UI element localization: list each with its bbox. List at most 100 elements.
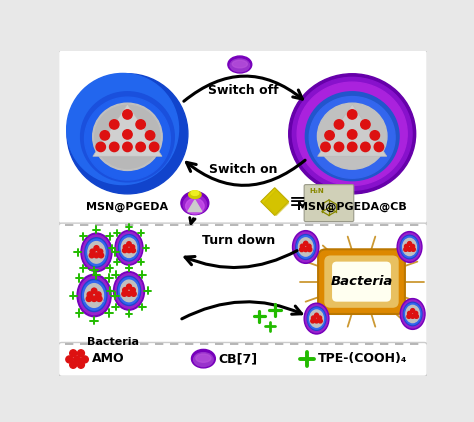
Ellipse shape: [403, 238, 416, 256]
Circle shape: [136, 142, 146, 151]
Text: ≡: ≡: [289, 192, 307, 211]
Circle shape: [89, 253, 94, 258]
Ellipse shape: [67, 73, 179, 184]
FancyBboxPatch shape: [318, 249, 405, 314]
Circle shape: [91, 296, 97, 301]
Circle shape: [70, 350, 77, 357]
Ellipse shape: [289, 74, 416, 194]
Circle shape: [91, 288, 97, 294]
Circle shape: [307, 244, 311, 249]
Ellipse shape: [186, 198, 204, 214]
Circle shape: [319, 319, 322, 323]
Ellipse shape: [292, 77, 412, 190]
Circle shape: [311, 316, 316, 320]
Circle shape: [361, 142, 370, 151]
Circle shape: [127, 248, 131, 253]
Ellipse shape: [189, 191, 201, 198]
Circle shape: [408, 242, 411, 246]
Ellipse shape: [399, 233, 420, 261]
Ellipse shape: [81, 92, 174, 182]
Text: AMO: AMO: [92, 352, 124, 365]
Ellipse shape: [228, 56, 252, 73]
Circle shape: [70, 361, 77, 368]
Circle shape: [123, 287, 128, 292]
FancyBboxPatch shape: [58, 223, 428, 346]
Circle shape: [100, 131, 109, 140]
Ellipse shape: [183, 195, 207, 214]
Circle shape: [325, 131, 334, 140]
Ellipse shape: [294, 232, 318, 262]
Ellipse shape: [118, 235, 139, 261]
Circle shape: [315, 319, 319, 323]
Ellipse shape: [306, 305, 328, 333]
Ellipse shape: [310, 310, 323, 327]
Circle shape: [410, 308, 415, 313]
Text: CB[7]: CB[7]: [218, 352, 257, 365]
Text: Switch on: Switch on: [210, 163, 278, 176]
FancyBboxPatch shape: [304, 184, 354, 222]
Ellipse shape: [403, 302, 422, 326]
Circle shape: [410, 314, 415, 318]
Circle shape: [127, 284, 131, 289]
Circle shape: [123, 110, 132, 119]
Circle shape: [315, 313, 319, 317]
Circle shape: [109, 120, 119, 129]
Ellipse shape: [406, 306, 419, 322]
Ellipse shape: [82, 235, 110, 270]
Circle shape: [94, 246, 99, 251]
Ellipse shape: [118, 278, 139, 304]
Circle shape: [94, 253, 99, 258]
Ellipse shape: [85, 238, 108, 267]
Ellipse shape: [308, 308, 325, 329]
FancyBboxPatch shape: [58, 50, 428, 224]
Polygon shape: [188, 200, 202, 211]
Ellipse shape: [121, 238, 137, 257]
Ellipse shape: [196, 354, 211, 362]
Ellipse shape: [93, 103, 162, 170]
Polygon shape: [403, 241, 416, 252]
Circle shape: [131, 291, 136, 296]
Circle shape: [149, 142, 159, 151]
Circle shape: [123, 248, 127, 253]
Circle shape: [130, 287, 135, 292]
Ellipse shape: [232, 60, 247, 68]
Circle shape: [410, 244, 415, 248]
Ellipse shape: [309, 97, 395, 178]
Ellipse shape: [292, 231, 319, 263]
Circle shape: [408, 247, 411, 252]
Circle shape: [374, 142, 383, 151]
Circle shape: [408, 311, 411, 315]
Circle shape: [308, 247, 312, 252]
Ellipse shape: [401, 236, 418, 257]
Circle shape: [131, 248, 136, 253]
Circle shape: [361, 120, 370, 129]
Ellipse shape: [297, 82, 407, 185]
Ellipse shape: [296, 235, 316, 260]
Circle shape: [130, 245, 135, 249]
Circle shape: [303, 247, 308, 252]
Circle shape: [123, 130, 132, 139]
Ellipse shape: [85, 284, 103, 307]
Circle shape: [301, 244, 305, 249]
Circle shape: [73, 356, 81, 363]
Ellipse shape: [95, 105, 160, 168]
Polygon shape: [120, 283, 137, 296]
Ellipse shape: [77, 274, 111, 316]
Ellipse shape: [67, 74, 188, 194]
Ellipse shape: [115, 230, 143, 265]
Circle shape: [82, 356, 88, 363]
Circle shape: [96, 142, 105, 151]
Ellipse shape: [117, 232, 141, 263]
Ellipse shape: [401, 300, 424, 328]
Text: Switch off: Switch off: [209, 84, 279, 97]
Ellipse shape: [115, 273, 143, 308]
Ellipse shape: [305, 92, 399, 181]
Circle shape: [66, 356, 73, 363]
Ellipse shape: [297, 236, 315, 258]
Text: MSN@PGEDA@CB: MSN@PGEDA@CB: [297, 202, 407, 212]
Circle shape: [87, 292, 92, 297]
Ellipse shape: [119, 236, 138, 260]
Ellipse shape: [307, 307, 326, 330]
Ellipse shape: [118, 276, 141, 306]
FancyBboxPatch shape: [58, 343, 428, 376]
